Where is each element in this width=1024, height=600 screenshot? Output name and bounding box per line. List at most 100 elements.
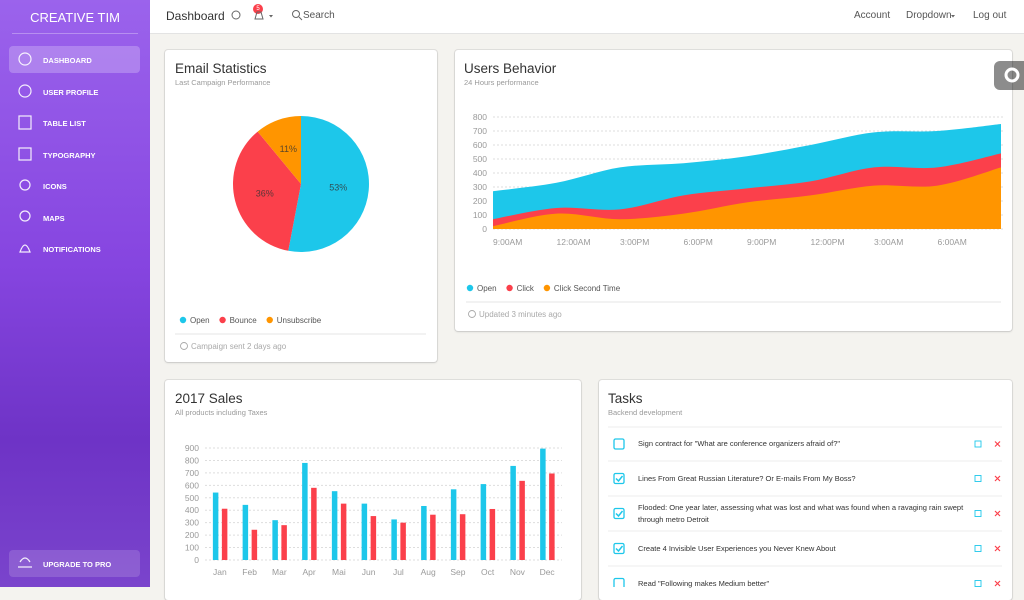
slice-label: 53%: [329, 183, 347, 193]
card-subtitle: All products including Taxes: [175, 408, 268, 417]
x-tick-label: Mar: [272, 567, 287, 577]
bar: [549, 473, 555, 560]
nav-item[interactable]: TABLE LIST: [43, 119, 86, 128]
legend-swatch: [543, 284, 551, 292]
bar: [281, 525, 287, 560]
x-tick-label: 6:00PM: [684, 237, 713, 247]
bar: [489, 508, 496, 560]
nav-link[interactable]: Dropdown: [906, 10, 952, 21]
nav-link[interactable]: Account: [854, 10, 891, 21]
y-tick-label: 200: [185, 530, 199, 540]
bar: [221, 508, 228, 560]
bar: [391, 519, 397, 560]
x-tick-label: Nov: [510, 567, 526, 577]
x-tick-label: Dec: [540, 567, 556, 577]
task-text: Lines From Great Russian Literature? Or …: [638, 473, 856, 483]
task-text: Create 4 Invisible User Experiences you …: [638, 543, 836, 553]
nav-link[interactable]: Log out: [973, 10, 1007, 21]
card-title: 2017 Sales: [175, 391, 243, 406]
nav-item[interactable]: USER PROFILE: [43, 87, 99, 97]
remove-icon: [994, 441, 1001, 447]
y-tick-label: 0: [194, 555, 199, 565]
x-tick-label: 3:00PM: [620, 237, 649, 247]
y-tick-label: 500: [185, 493, 199, 503]
x-tick-label: Mai: [332, 567, 346, 577]
badge: 5: [253, 4, 263, 14]
checkmark: [615, 545, 624, 553]
bar: [519, 480, 525, 560]
bar: [370, 516, 377, 560]
pie-slice: [257, 116, 301, 184]
search[interactable]: Search: [303, 10, 335, 21]
x-tick-label: Apr: [303, 567, 316, 577]
checkmark: [615, 510, 624, 518]
slice-label: 11%: [280, 144, 297, 154]
y-tick-label: 300: [473, 182, 487, 192]
card-footer: Updated 3 minutes ago: [479, 310, 562, 319]
legend-swatch: [179, 316, 187, 324]
bar: [311, 487, 317, 560]
legend-swatch: [506, 284, 513, 292]
bar: [251, 529, 258, 560]
bar: [331, 491, 338, 560]
y-tick-label: 100: [473, 210, 487, 220]
nav-item[interactable]: ICONS: [43, 182, 67, 191]
legend-label: Bounce: [230, 316, 258, 325]
pie-slice: [232, 131, 301, 251]
card-title: Users Behavior: [464, 61, 557, 76]
nav-item[interactable]: DASHBOARD: [43, 56, 92, 65]
y-tick-label: 400: [185, 505, 199, 515]
card-subtitle: Last Campaign Performance: [175, 78, 271, 87]
card: [599, 380, 1012, 600]
y-tick-label: 400: [473, 168, 487, 178]
edit-icon: [974, 510, 982, 517]
y-tick-label: 700: [185, 468, 199, 478]
card-subtitle: Backend development: [608, 408, 683, 417]
checkmark: [615, 475, 624, 483]
checkbox: [613, 507, 625, 520]
x-tick-label: 3:00AM: [874, 237, 903, 247]
x-tick-label: 9:00AM: [493, 237, 522, 247]
navbar-title[interactable]: Dashboard: [166, 9, 225, 23]
nav-item[interactable]: TYPOGRAPHY: [43, 150, 96, 160]
nav-item[interactable]: MAPS: [43, 213, 65, 223]
y-tick-label: 800: [473, 112, 487, 122]
bar: [340, 503, 347, 560]
legend-swatch: [466, 284, 474, 292]
y-tick-label: 100: [185, 543, 199, 553]
sidebar: CREATIVE TIM UPGRADE TO PRO DASHBOARD USE…: [0, 0, 150, 587]
upgrade-label[interactable]: UPGRADE TO PRO: [43, 560, 112, 569]
bar: [430, 514, 436, 560]
upgrade-button[interactable]: [9, 550, 140, 577]
brand[interactable]: CREATIVE TIM: [30, 10, 120, 25]
y-tick-label: 600: [185, 480, 199, 490]
bar: [361, 503, 368, 560]
bar: [480, 484, 487, 560]
x-tick-label: Jun: [362, 567, 376, 577]
y-tick-label: 900: [185, 443, 199, 453]
edit-icon: [974, 475, 982, 482]
legend-label: Unsubscribe: [277, 316, 322, 325]
graphics: 53% 36% 11% Open Bounce Unsubscribe 0 100 200 300…: [18, 10, 1020, 587]
y-tick-label: 500: [473, 154, 487, 164]
remove-icon: [994, 580, 1001, 587]
bar: [400, 522, 406, 560]
checkbox: [613, 472, 625, 485]
navbar: Dashboard 5 Search Account Dropdown Log …: [150, 0, 1024, 34]
x-tick-label: Oct: [481, 567, 495, 577]
bar: [302, 462, 308, 560]
edit-icon: [974, 440, 982, 448]
bar: [459, 514, 466, 560]
card-footer: Campaign sent 2 days ago: [191, 342, 287, 351]
divider: [12, 33, 138, 34]
checkbox: [613, 577, 625, 587]
task-text: Flooded: One year later, assessing what …: [638, 502, 964, 524]
task-text: Read "Following makes Medium better": [638, 578, 770, 588]
nav-item[interactable]: NOTIFICATIONS: [43, 245, 101, 254]
x-tick-label: 9:00PM: [747, 237, 776, 247]
x-tick-label: Jul: [393, 567, 404, 577]
area: [493, 167, 1001, 229]
remove-icon: [994, 475, 1001, 482]
legend-label: Click Second Time: [554, 284, 621, 293]
